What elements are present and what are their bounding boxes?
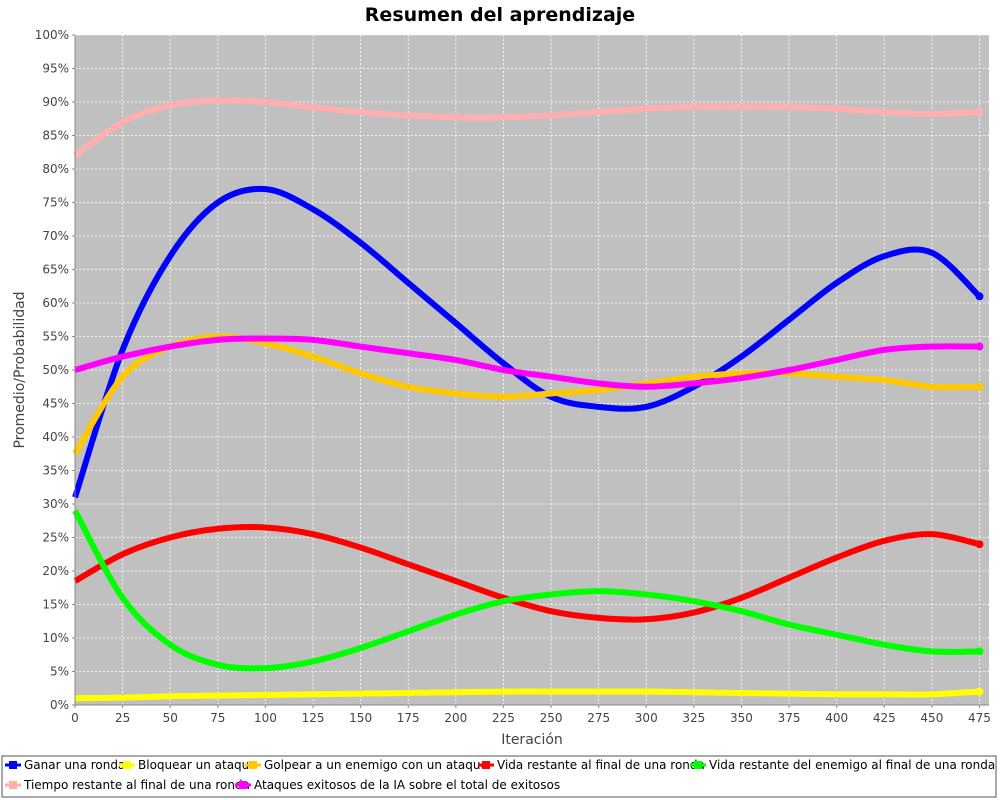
y-tick-label: 80% [42, 162, 69, 176]
x-axis-title: Iteración [501, 732, 563, 748]
x-tick-label: 175 [397, 711, 420, 725]
y-tick-label: 40% [42, 430, 69, 444]
y-tick-label: 20% [42, 564, 69, 578]
x-tick-label: 150 [349, 711, 372, 725]
x-tick-label: 0 [71, 711, 79, 725]
legend-marker [694, 761, 702, 769]
series-endpoint-4 [975, 540, 984, 549]
y-tick-label: 75% [42, 196, 69, 210]
x-tick-label: 100 [254, 711, 277, 725]
y-tick-label: 35% [42, 464, 69, 478]
legend: Ganar una ronda Bloquear un ataque Golpear… [5, 758, 995, 792]
series-endpoint-7 [975, 342, 984, 351]
x-tick-label: 125 [302, 711, 325, 725]
series-line-1 [72, 185, 982, 499]
x-tick-label: 250 [540, 711, 563, 725]
legend-box [1, 755, 997, 798]
series-line-3 [72, 333, 980, 456]
y-tick-label: 70% [42, 229, 69, 243]
series-line-4 [73, 524, 981, 623]
legend-marker [9, 761, 17, 769]
series-line-6 [73, 97, 980, 159]
y-tick-label: 90% [42, 95, 69, 109]
y-tick-label: 50% [42, 363, 69, 377]
x-tick-label: 350 [730, 711, 753, 725]
x-tick-label: 325 [682, 711, 705, 725]
series-endpoint-2 [975, 687, 984, 696]
x-tick-label: 75 [210, 711, 225, 725]
series-line-5 [72, 509, 980, 672]
legend-marker [249, 761, 257, 769]
tick-labels: 0% 5% 10% 15% 20% 25% 30% 35% 40% 45% 50% 55% 60% 65%… [35, 28, 991, 725]
legend-label: Vida restante al final de una ronda [497, 758, 705, 772]
x-tick-label: 300 [635, 711, 658, 725]
y-tick-label: 0% [50, 698, 69, 712]
legend-marker [239, 781, 247, 789]
y-axis-title: Promedio/Probabilidad [12, 291, 28, 448]
series-endpoint-5 [975, 647, 984, 656]
y-tick-label: 100% [35, 28, 69, 42]
legend-marker [482, 761, 490, 769]
legend-label: Bloquear un ataque [138, 758, 257, 772]
y-tick-label: 85% [42, 129, 69, 143]
series-endpoint-1 [975, 292, 984, 301]
x-tick-label: 50 [163, 711, 178, 725]
chart-title: Resumen del aprendizaje [365, 4, 635, 26]
series-endpoint-6 [975, 108, 984, 117]
legend-label: Vida restante del enemigo al final de un… [709, 758, 995, 772]
series-endpoint-3 [975, 382, 984, 391]
legend-label: Ataques exitosos de la IA sobre el total… [254, 778, 560, 792]
y-tick-label: 25% [42, 531, 69, 545]
legend-label: Golpear a un enemigo con un ataque [264, 758, 488, 772]
legend-label: Tiempo restante al final de una ronda [23, 778, 250, 792]
legend-label: Ganar una ronda [24, 758, 125, 772]
x-tick-label: 225 [492, 711, 515, 725]
y-tick-label: 30% [42, 497, 69, 511]
x-tick-label: 475 [968, 711, 991, 725]
y-tick-label: 5% [50, 665, 69, 679]
x-tick-label: 275 [587, 711, 610, 725]
legend-marker [123, 761, 131, 769]
x-tick-label: 25 [115, 711, 130, 725]
x-tick-label: 400 [825, 711, 848, 725]
legend-marker [9, 781, 17, 789]
y-tick-label: 95% [42, 62, 69, 76]
series-lines [72, 97, 984, 702]
y-tick-label: 65% [42, 263, 69, 277]
x-tick-label: 200 [444, 711, 467, 725]
series-line-7 [74, 335, 980, 390]
y-tick-label: 15% [42, 598, 69, 612]
x-tick-label: 375 [778, 711, 801, 725]
y-tick-label: 45% [42, 397, 69, 411]
grid-lines [75, 34, 989, 705]
x-tick-label: 450 [920, 711, 943, 725]
y-tick-label: 10% [42, 631, 69, 645]
y-tick-label: 60% [42, 296, 69, 310]
series-line-2 [74, 688, 980, 702]
x-tick-label: 425 [873, 711, 896, 725]
y-tick-label: 55% [42, 330, 69, 344]
